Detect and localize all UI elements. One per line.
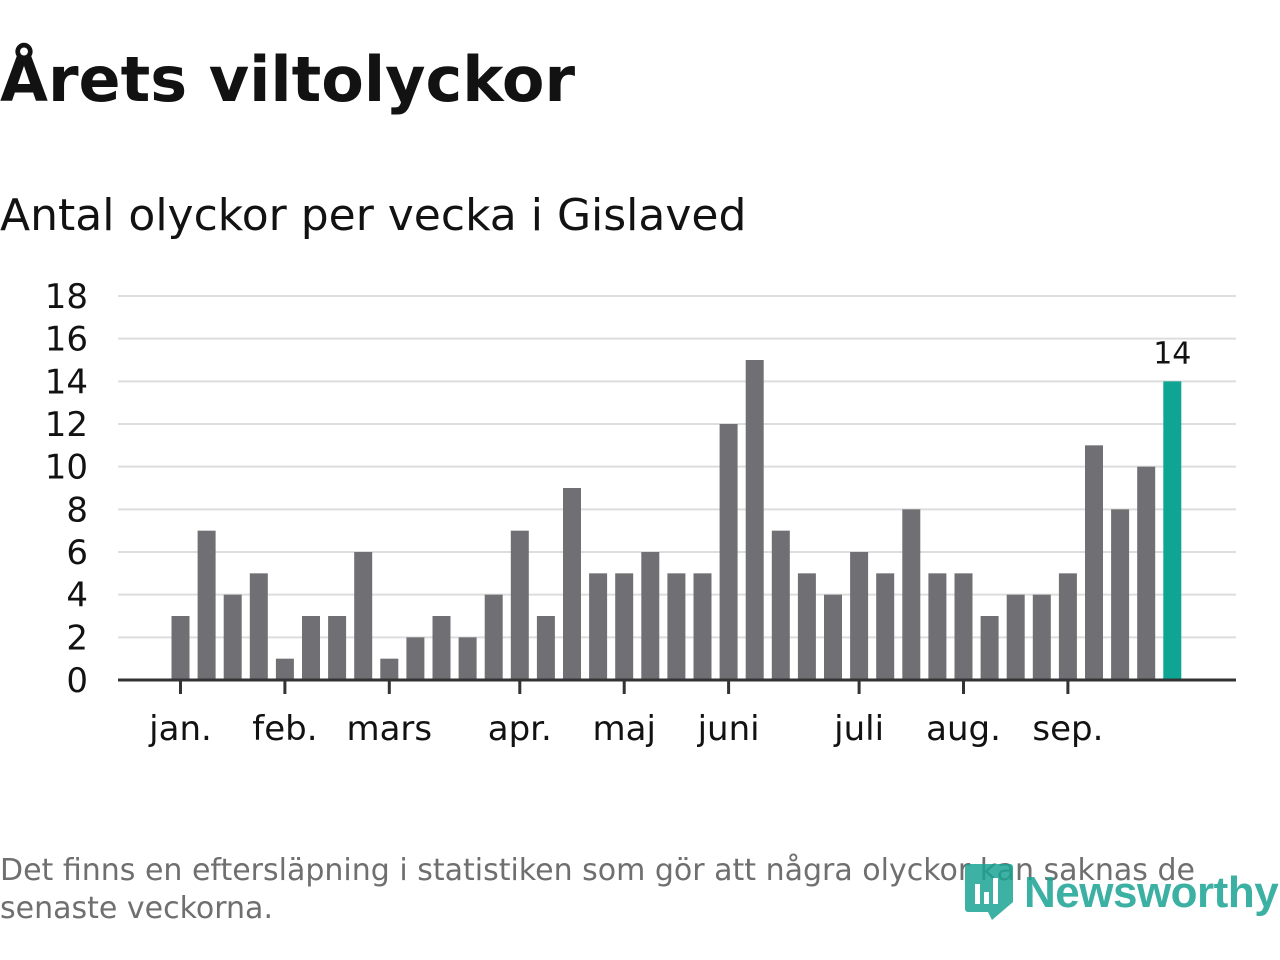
- bar: [275, 658, 294, 680]
- x-tick-label: juli: [833, 709, 884, 749]
- x-tick-label: mars: [346, 709, 432, 749]
- bar: [432, 616, 451, 680]
- bar: [302, 616, 320, 680]
- bar: [328, 616, 347, 680]
- bar: [928, 573, 947, 680]
- bar: [719, 424, 738, 680]
- bar: [171, 616, 190, 680]
- bar: [1111, 509, 1130, 680]
- bar-highlight: [1163, 381, 1182, 680]
- bar: [249, 573, 268, 680]
- bar: [354, 552, 373, 680]
- y-tick-label: 12: [45, 405, 88, 445]
- newsworthy-logo[interactable]: Newsworthy: [964, 858, 1279, 928]
- bar: [1137, 466, 1156, 680]
- bar: [824, 594, 842, 680]
- bar: [745, 360, 764, 680]
- bar: [223, 594, 242, 680]
- y-tick-label: 8: [66, 490, 88, 530]
- y-tick-label: 10: [45, 448, 88, 488]
- x-tick-label: jan.: [148, 709, 212, 749]
- bar: [563, 488, 581, 680]
- x-tick-label: maj: [592, 709, 655, 749]
- x-tick-label: sep.: [1032, 709, 1103, 749]
- bar: [876, 573, 895, 680]
- bar: [380, 658, 399, 680]
- bar: [902, 509, 921, 680]
- bar: [589, 573, 608, 680]
- y-tick-label: 14: [45, 362, 88, 402]
- chart-title: Årets viltolyckor: [0, 43, 576, 116]
- bar: [510, 530, 529, 680]
- bar: [197, 530, 216, 680]
- x-tick-label: feb.: [252, 709, 317, 749]
- bar: [693, 573, 712, 680]
- y-tick-label: 6: [66, 533, 88, 573]
- bar: [1032, 594, 1051, 680]
- chart-subtitle: Antal olyckor per vecka i Gislaved: [0, 190, 747, 241]
- x-tick-label: aug.: [926, 709, 1001, 749]
- bar: [1006, 594, 1025, 680]
- y-tick-label: 4: [66, 576, 88, 616]
- bar: [1058, 573, 1077, 680]
- y-tick-label: 18: [45, 277, 88, 317]
- y-tick-label: 2: [66, 618, 88, 658]
- y-tick-label: 0: [66, 661, 88, 701]
- y-tick-label: 16: [45, 320, 88, 360]
- bar: [980, 616, 999, 680]
- x-tick-label: apr.: [488, 709, 552, 749]
- x-tick-label: juni: [697, 709, 760, 749]
- bar: [1085, 445, 1103, 680]
- bar: [615, 573, 634, 680]
- bar: [667, 573, 686, 680]
- bar: [536, 616, 555, 680]
- logo-text: Newsworthy: [1024, 868, 1279, 917]
- bar: [406, 637, 425, 680]
- bar: [484, 594, 503, 680]
- bar: [641, 552, 660, 680]
- newsworthy-logo-icon: [965, 864, 1013, 920]
- bar: [458, 637, 477, 680]
- bar: [954, 573, 973, 680]
- bar: [771, 530, 790, 680]
- bar: [797, 573, 816, 680]
- data-label: 14: [1153, 336, 1191, 371]
- bar: [850, 552, 869, 680]
